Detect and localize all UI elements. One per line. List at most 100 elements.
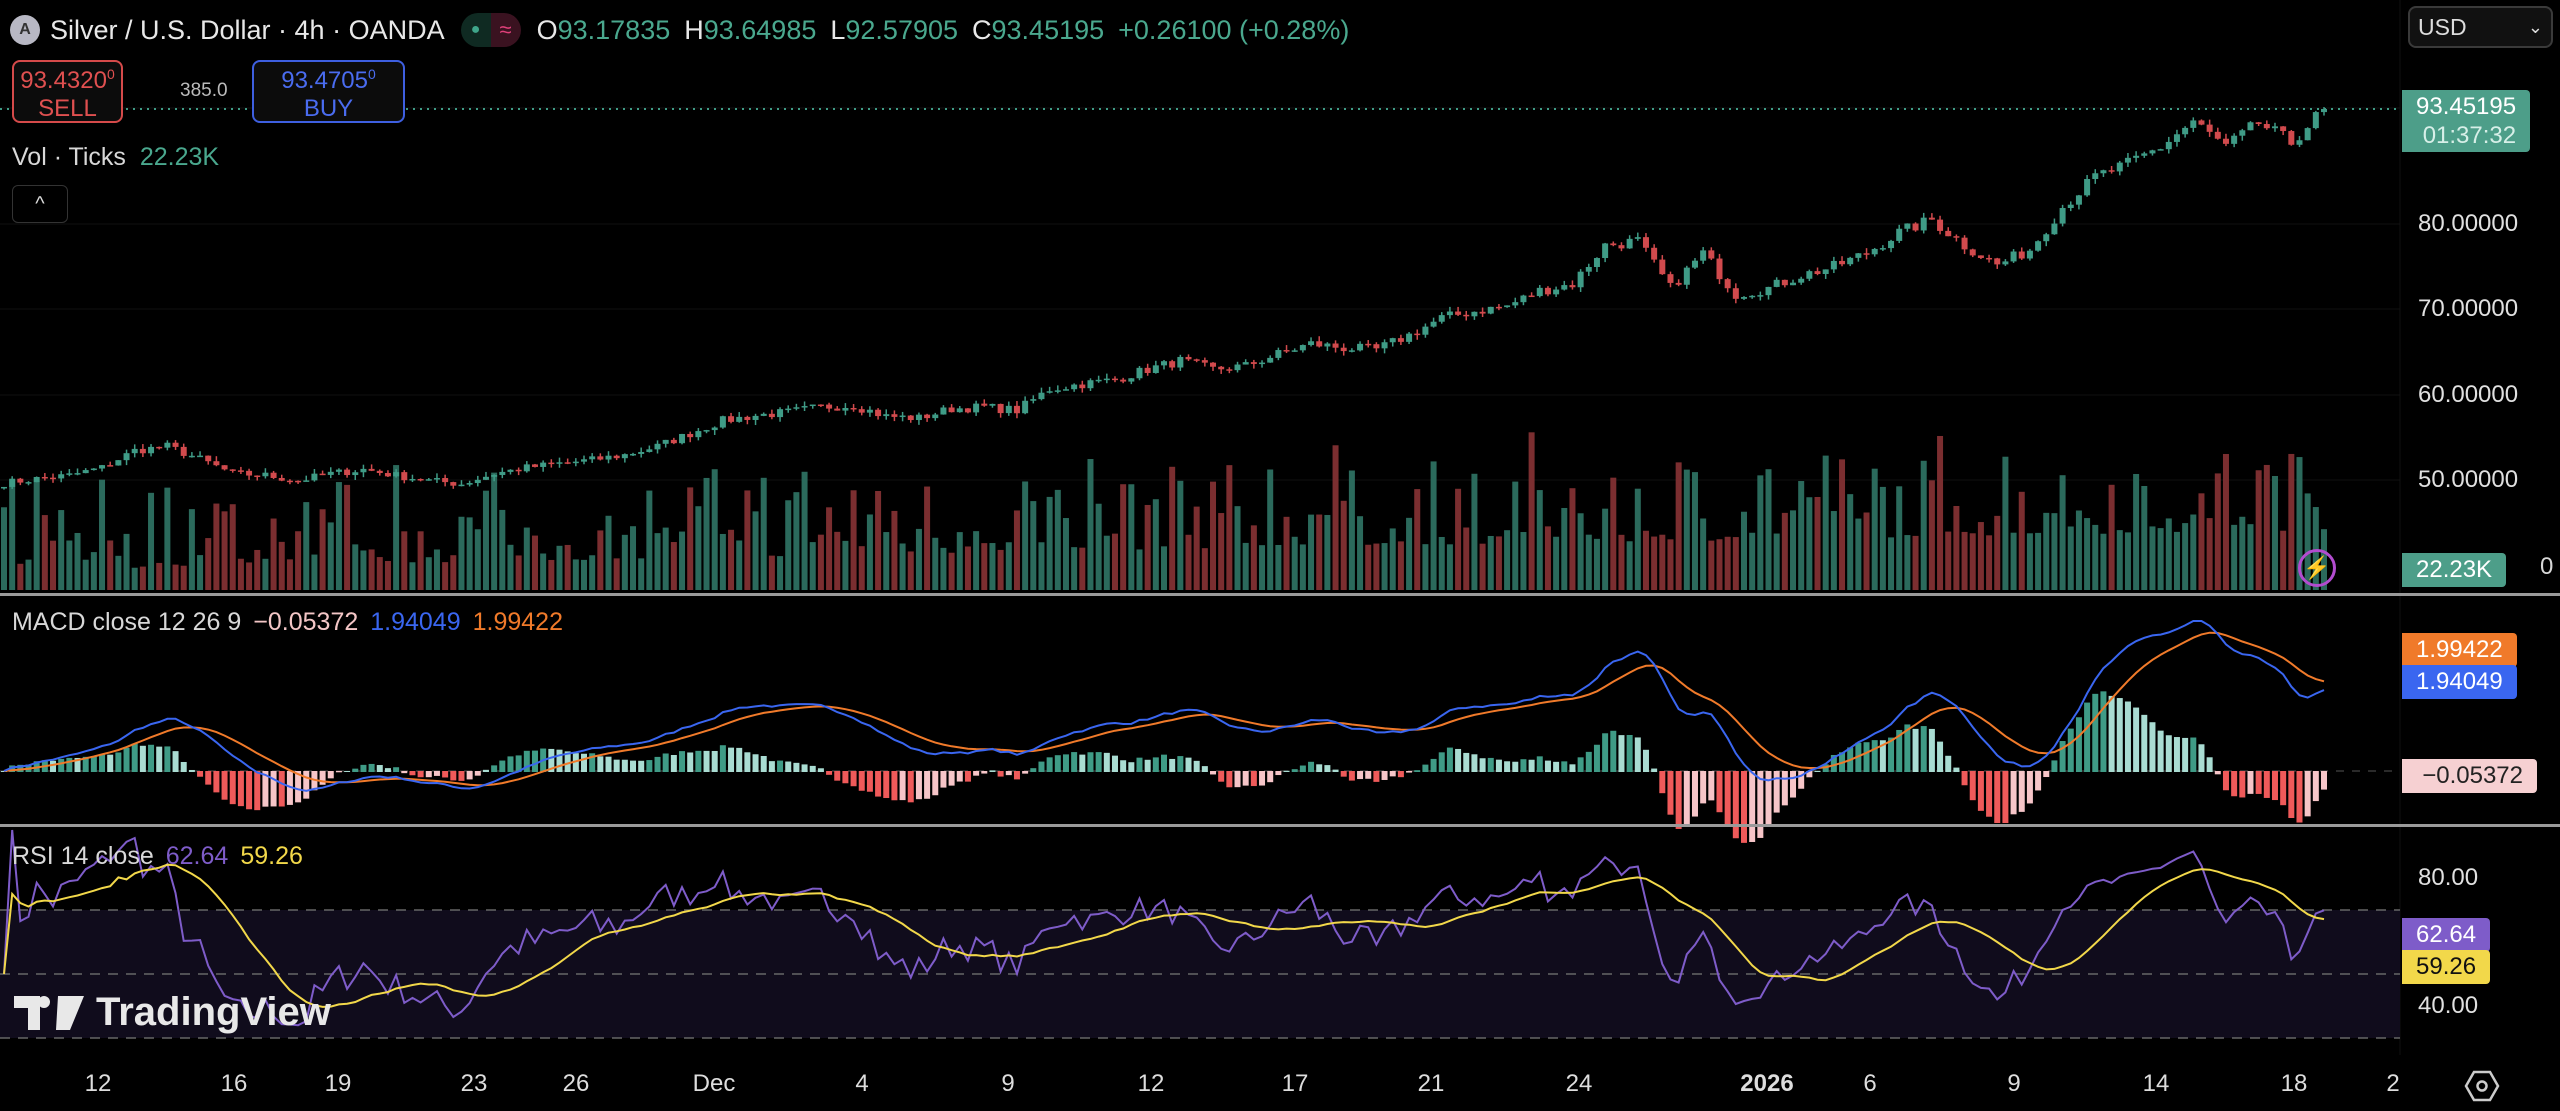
macd-histogram-bar [2075, 717, 2082, 772]
candle-body [907, 415, 914, 421]
volume-bar [793, 492, 800, 590]
volume-bar [768, 555, 775, 590]
candle-body [899, 415, 906, 418]
candle-body [1357, 343, 1364, 351]
macd-line-axis-label: 1.94049 [2402, 665, 2517, 699]
macd-histogram-bar [156, 746, 163, 772]
macd-histogram-bar [1749, 771, 1756, 842]
macd-histogram-bar [1201, 766, 1208, 772]
volume-bar [1226, 465, 1233, 590]
macd-histogram-bar [2263, 771, 2270, 798]
candle-body [809, 404, 816, 407]
macd-histogram-bar [229, 771, 236, 805]
macd-histogram-bar [139, 745, 146, 772]
settings-icon[interactable] [2464, 1068, 2500, 1104]
macd-histogram-bar [319, 771, 326, 785]
market-status[interactable]: ● ≈ [460, 13, 521, 47]
candle-body [2182, 127, 2189, 135]
volume-bar [1994, 515, 2001, 590]
volume-bar [907, 551, 914, 590]
macd-histogram-bar [2018, 771, 2025, 812]
lightning-icon[interactable]: ⚡ [2298, 549, 2336, 587]
macd-histogram-bar [491, 765, 498, 772]
candle-body [197, 455, 204, 458]
change-value: +0.26100 (+0.28%) [1118, 14, 1350, 45]
macd-histogram-bar [2002, 771, 2009, 824]
candle-body [711, 427, 718, 431]
volume-bar [1299, 544, 1306, 590]
volume-bar [1749, 532, 1756, 590]
macd-histogram-bar [1610, 730, 1617, 772]
macd-histogram-bar [1577, 757, 1584, 772]
candle-body [1814, 271, 1821, 275]
volume-bar [99, 479, 106, 590]
candle-body [1201, 360, 1208, 363]
pane-separator[interactable] [0, 824, 2560, 827]
volume-bar [107, 540, 114, 590]
high-label: H [684, 14, 704, 45]
macd-histogram-bar [1700, 771, 1707, 804]
volume-bar [1569, 488, 1576, 590]
volume-bar [2067, 526, 2074, 590]
macd-histogram-bar [2321, 771, 2327, 790]
sell-button[interactable]: 93.43200 SELL [12, 60, 123, 123]
macd-histogram-bar [1438, 752, 1445, 772]
volume-bar [1128, 484, 1135, 590]
collapse-legend-button[interactable]: ^ [12, 185, 68, 223]
macd-histogram-bar [1185, 757, 1192, 772]
candle-body [1577, 271, 1584, 288]
volume-bar [572, 559, 579, 590]
candle-body [1732, 288, 1739, 299]
macd-histogram-bar [303, 771, 310, 799]
macd-histogram-bar [368, 763, 375, 772]
ohlc-values: O93.17835 H93.64985 L92.57905 C93.45195 … [537, 15, 1350, 46]
symbol-title[interactable]: Silver / U.S. Dollar · 4h · OANDA [50, 14, 445, 45]
volume-bar [2231, 524, 2238, 590]
volume-bar [736, 540, 743, 590]
macd-histogram-bar [450, 771, 457, 781]
macd-histogram-bar [2067, 728, 2074, 772]
volume-bar [1553, 536, 1560, 590]
volume-bar [1724, 536, 1731, 590]
chevron-up-icon: ^ [35, 192, 45, 215]
macd-histogram-bar [180, 761, 187, 772]
rsi-axis-label: 62.64 [2402, 918, 2491, 952]
candle-body [523, 464, 530, 472]
tradingview-watermark[interactable]: TradingView [14, 990, 331, 1035]
candle-body [139, 448, 146, 454]
macd-histogram-bar [1928, 728, 1935, 772]
macd-histogram-bar [589, 753, 596, 772]
macd-histogram-bar [1904, 724, 1911, 772]
candle-body [246, 470, 253, 476]
macd-histogram-bar [2133, 707, 2140, 772]
candle-body [1593, 258, 1600, 268]
volume-bar [131, 567, 138, 590]
macd-histogram-bar [581, 753, 587, 772]
macd-histogram-bar [2198, 744, 2205, 772]
macd-histogram-bar [2043, 771, 2050, 778]
macd-histogram-bar [973, 771, 980, 776]
macd-histogram-bar [1152, 757, 1159, 772]
currency-select[interactable]: USD ⌄ [2408, 6, 2553, 48]
volume-legend[interactable]: Vol · Ticks 22.23K [12, 143, 219, 172]
pane-separator[interactable] [0, 593, 2560, 596]
macd-histogram-bar [254, 771, 261, 811]
buy-button[interactable]: 93.47050 BUY [252, 60, 405, 123]
open-value: 93.17835 [557, 14, 671, 45]
volume-bar [1593, 538, 1600, 590]
macd-histogram-bar [2296, 771, 2303, 823]
volume-bar [2182, 523, 2189, 590]
macd-legend[interactable]: MACD close 12 26 9 −0.05372 1.94049 1.99… [12, 608, 563, 637]
volume-bar [1602, 508, 1609, 590]
time-label: 26 [562, 1070, 590, 1097]
candle-body [1046, 391, 1053, 393]
macd-histogram-bar [564, 751, 571, 772]
macd-histogram-bar [883, 771, 890, 799]
rsi-legend[interactable]: RSI 14 close 62.64 59.26 [12, 842, 303, 871]
volume-bar [1250, 525, 1257, 590]
volume-bar [1912, 535, 1919, 590]
macd-histogram-bar [572, 753, 579, 772]
volume-bar [711, 469, 718, 590]
macd-line [3, 620, 2325, 792]
